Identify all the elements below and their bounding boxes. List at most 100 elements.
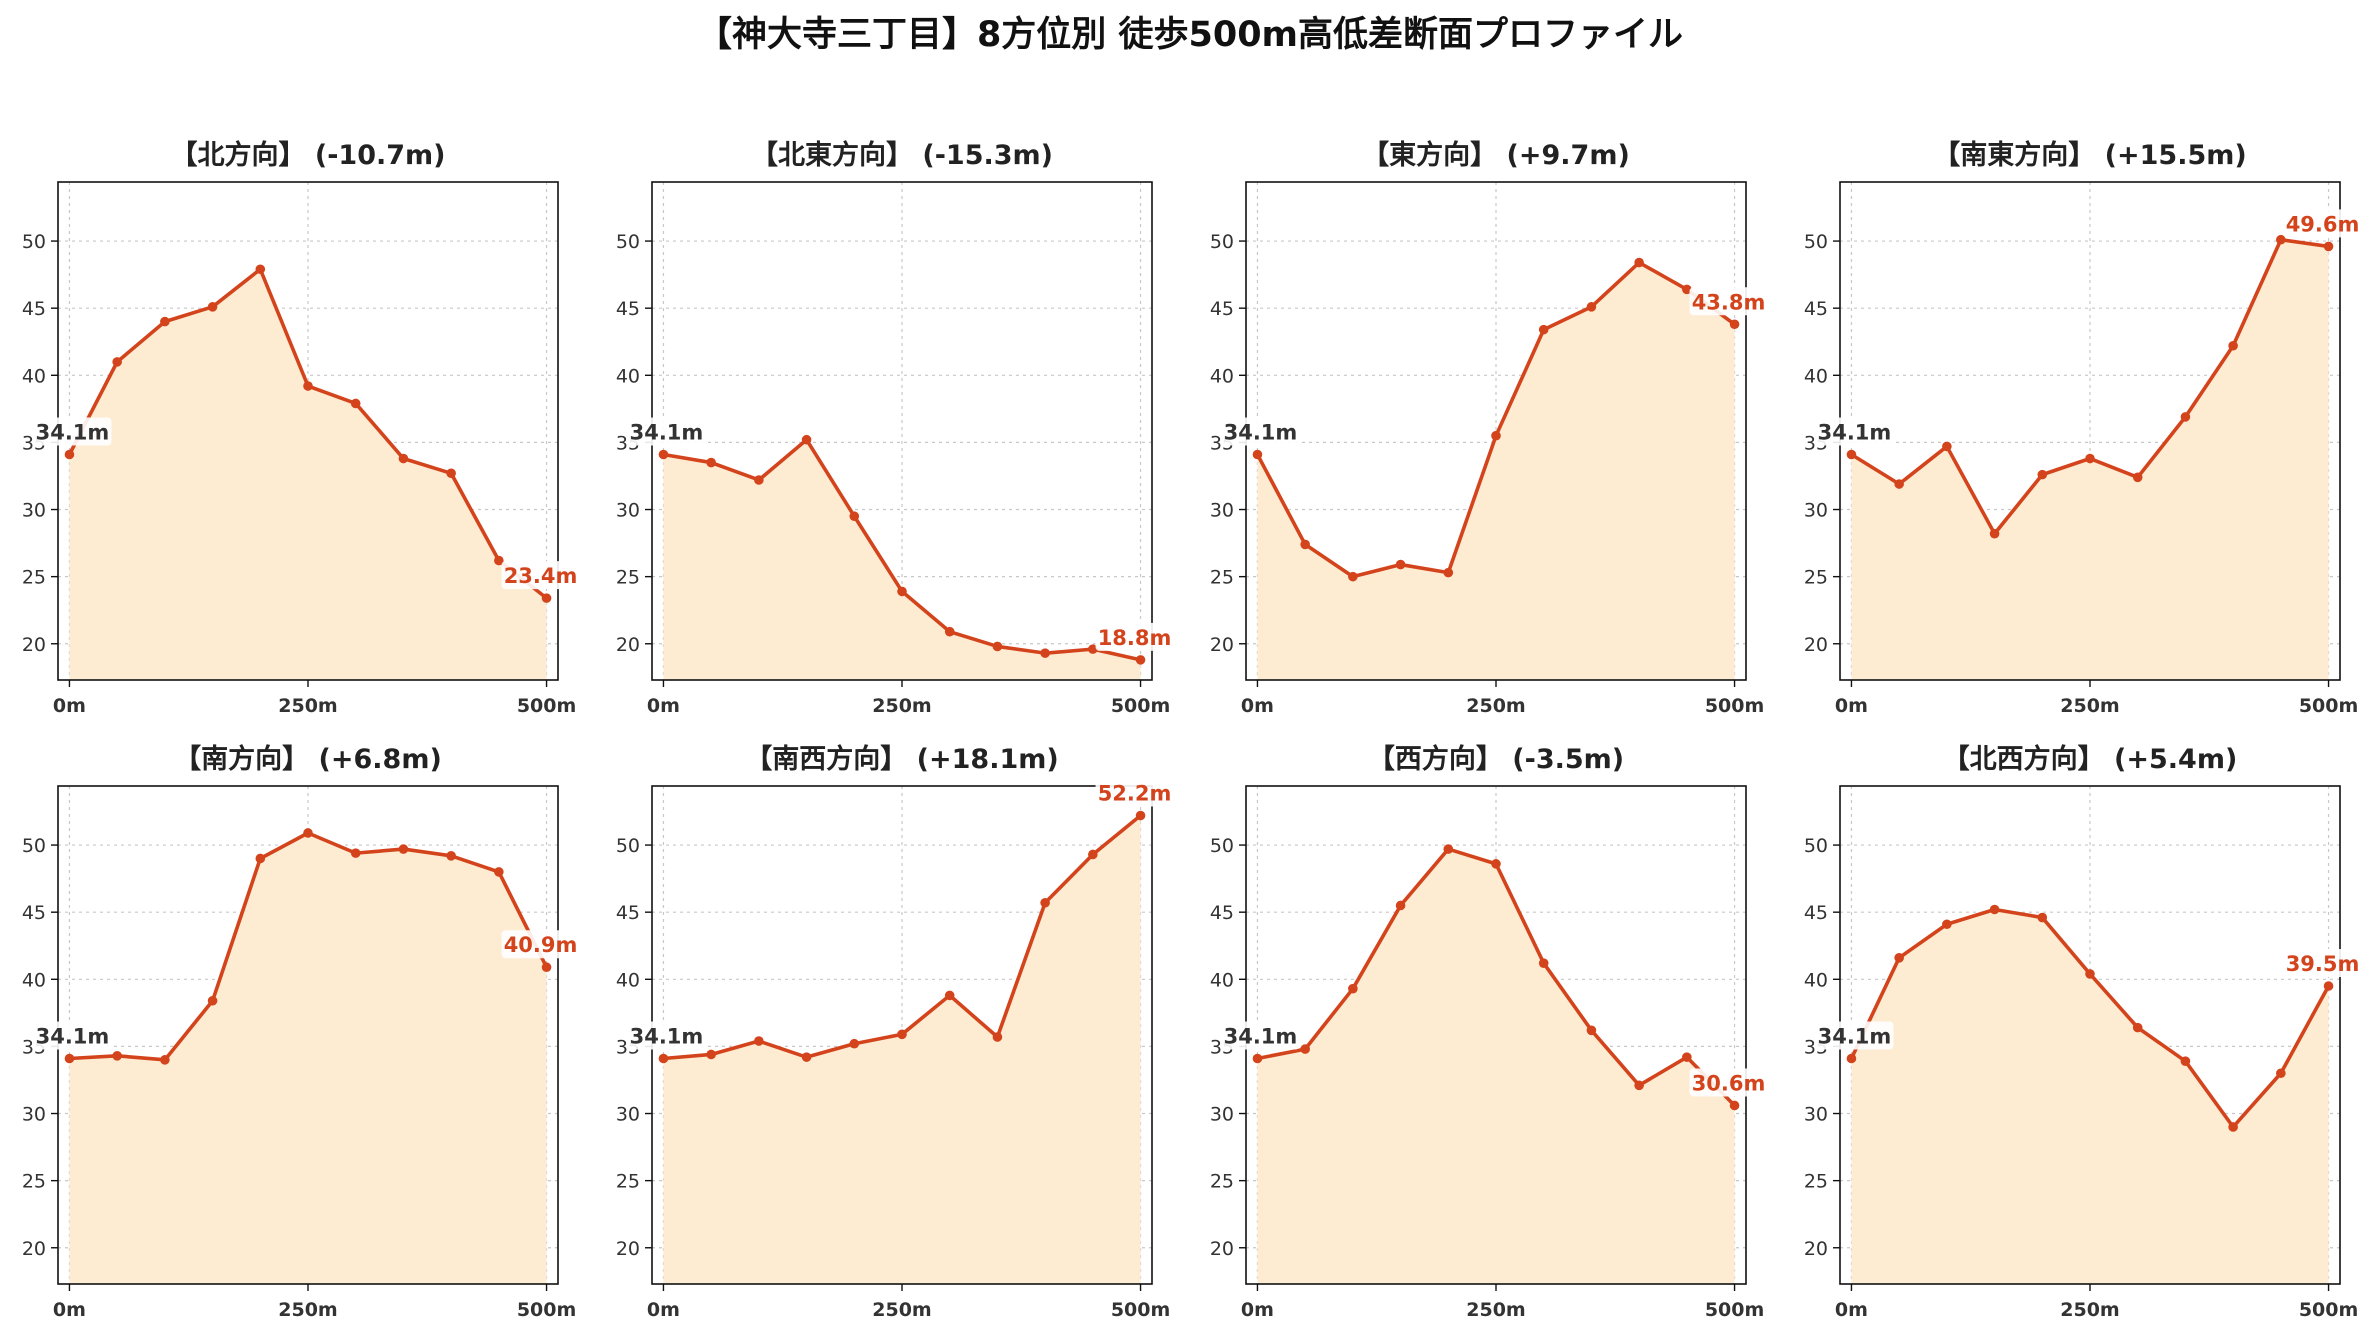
data-point xyxy=(494,555,504,566)
data-point xyxy=(1252,1053,1263,1064)
data-point xyxy=(398,453,409,464)
data-point xyxy=(1135,810,1146,821)
data-point xyxy=(64,1053,75,1064)
y-tick-label: 40 xyxy=(22,365,46,387)
data-point xyxy=(1300,539,1310,550)
x-tick-label: 250m xyxy=(2060,695,2119,717)
y-tick-label: 50 xyxy=(22,835,46,857)
data-point xyxy=(2085,969,2095,979)
x-tick-label: 0m xyxy=(1241,1299,1274,1321)
panel-title: 【北方向】 (-10.7m) xyxy=(170,139,445,171)
data-point xyxy=(1942,919,1952,930)
data-point xyxy=(754,475,764,485)
data-point xyxy=(1894,479,1904,489)
data-point xyxy=(1348,983,1358,994)
start-label-bg xyxy=(627,1021,706,1050)
data-point xyxy=(1634,1080,1644,1091)
start-elevation-label: 34.1m xyxy=(1818,420,1892,444)
data-point xyxy=(992,1032,1003,1042)
x-tick-label: 0m xyxy=(53,695,86,717)
y-tick-label: 20 xyxy=(1210,634,1234,656)
data-point xyxy=(2228,340,2238,351)
data-point xyxy=(1586,1025,1597,1036)
x-tick-label: 250m xyxy=(872,1299,931,1321)
data-point xyxy=(1040,648,1050,658)
data-point xyxy=(303,381,313,391)
y-tick-label: 45 xyxy=(616,298,640,320)
y-tick-label: 30 xyxy=(1210,1104,1234,1126)
y-tick-label: 50 xyxy=(616,231,640,253)
end-elevation-label: 52.2m xyxy=(1098,782,1172,806)
y-tick-label: 30 xyxy=(1804,500,1828,522)
panel-title: 【南東方向】 (+15.5m) xyxy=(1933,139,2246,171)
data-point xyxy=(1135,655,1146,665)
data-point xyxy=(2037,912,2048,923)
y-tick-label: 25 xyxy=(1210,567,1234,589)
area-fill xyxy=(1257,849,1735,1284)
start-elevation-label: 34.1m xyxy=(1224,420,1298,444)
data-point xyxy=(398,844,409,854)
data-point xyxy=(1252,449,1263,460)
data-point xyxy=(1088,849,1098,860)
data-point xyxy=(64,449,75,460)
data-point xyxy=(706,1049,716,1060)
data-point xyxy=(897,586,907,597)
x-tick-label: 500m xyxy=(517,1299,576,1321)
data-point xyxy=(303,828,313,838)
data-point xyxy=(944,626,955,637)
data-point xyxy=(207,302,218,312)
x-tick-label: 500m xyxy=(517,695,576,717)
end-elevation-label: 30.6m xyxy=(1692,1071,1766,1095)
y-tick-label: 40 xyxy=(1804,969,1828,991)
data-point xyxy=(160,316,170,327)
end-label-bg xyxy=(1095,622,1174,651)
area-fill xyxy=(69,269,547,680)
data-point xyxy=(849,511,860,522)
start-label-bg xyxy=(33,1021,112,1050)
x-tick-label: 500m xyxy=(2299,1299,2358,1321)
start-elevation-label: 34.1m xyxy=(36,420,110,444)
data-point xyxy=(1395,900,1406,911)
end-label-bg xyxy=(501,930,580,959)
y-tick-label: 20 xyxy=(1804,634,1828,656)
y-tick-label: 45 xyxy=(1210,298,1234,320)
start-elevation-label: 34.1m xyxy=(630,1024,704,1048)
start-label-bg xyxy=(1815,1021,1894,1050)
data-point xyxy=(1989,528,2000,539)
data-point xyxy=(1395,559,1406,570)
panel-title: 【東方向】 (+9.7m) xyxy=(1362,139,1630,171)
x-tick-label: 500m xyxy=(1705,695,1764,717)
data-point xyxy=(992,641,1003,652)
x-tick-label: 250m xyxy=(2060,1299,2119,1321)
y-tick-label: 40 xyxy=(1210,365,1234,387)
data-point xyxy=(1682,1052,1692,1062)
panel-title: 【北西方向】 (+5.4m) xyxy=(1943,743,2238,775)
data-point xyxy=(2180,412,2191,422)
start-label-bg xyxy=(627,417,706,446)
x-tick-label: 0m xyxy=(647,695,680,717)
y-tick-label: 40 xyxy=(1804,365,1828,387)
data-point xyxy=(1634,257,1644,268)
y-tick-label: 50 xyxy=(1804,835,1828,857)
data-point xyxy=(350,398,361,409)
data-point xyxy=(541,593,552,603)
y-tick-label: 25 xyxy=(616,1171,640,1193)
x-tick-label: 500m xyxy=(1111,1299,1170,1321)
y-tick-label: 45 xyxy=(22,902,46,924)
data-point xyxy=(1846,1053,1857,1064)
start-label-bg xyxy=(1221,1021,1300,1050)
data-point xyxy=(1491,859,1501,869)
x-tick-label: 0m xyxy=(53,1299,86,1321)
end-label-bg xyxy=(1689,1068,1768,1097)
data-point xyxy=(1682,284,1692,295)
data-point xyxy=(2037,469,2048,480)
data-point xyxy=(801,434,812,445)
data-point xyxy=(1491,430,1501,441)
data-point xyxy=(944,990,955,1001)
y-tick-label: 45 xyxy=(1804,298,1828,320)
y-tick-label: 50 xyxy=(1210,835,1234,857)
